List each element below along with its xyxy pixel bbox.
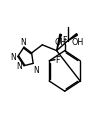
Polygon shape (68, 34, 77, 41)
Polygon shape (57, 35, 62, 51)
Text: OH: OH (71, 38, 84, 47)
Text: N: N (16, 62, 22, 71)
Text: N: N (10, 52, 16, 61)
Text: F: F (55, 56, 60, 65)
Text: F: F (63, 35, 67, 44)
Text: N: N (21, 38, 26, 47)
Text: OH: OH (54, 38, 66, 47)
Text: N: N (34, 65, 39, 74)
